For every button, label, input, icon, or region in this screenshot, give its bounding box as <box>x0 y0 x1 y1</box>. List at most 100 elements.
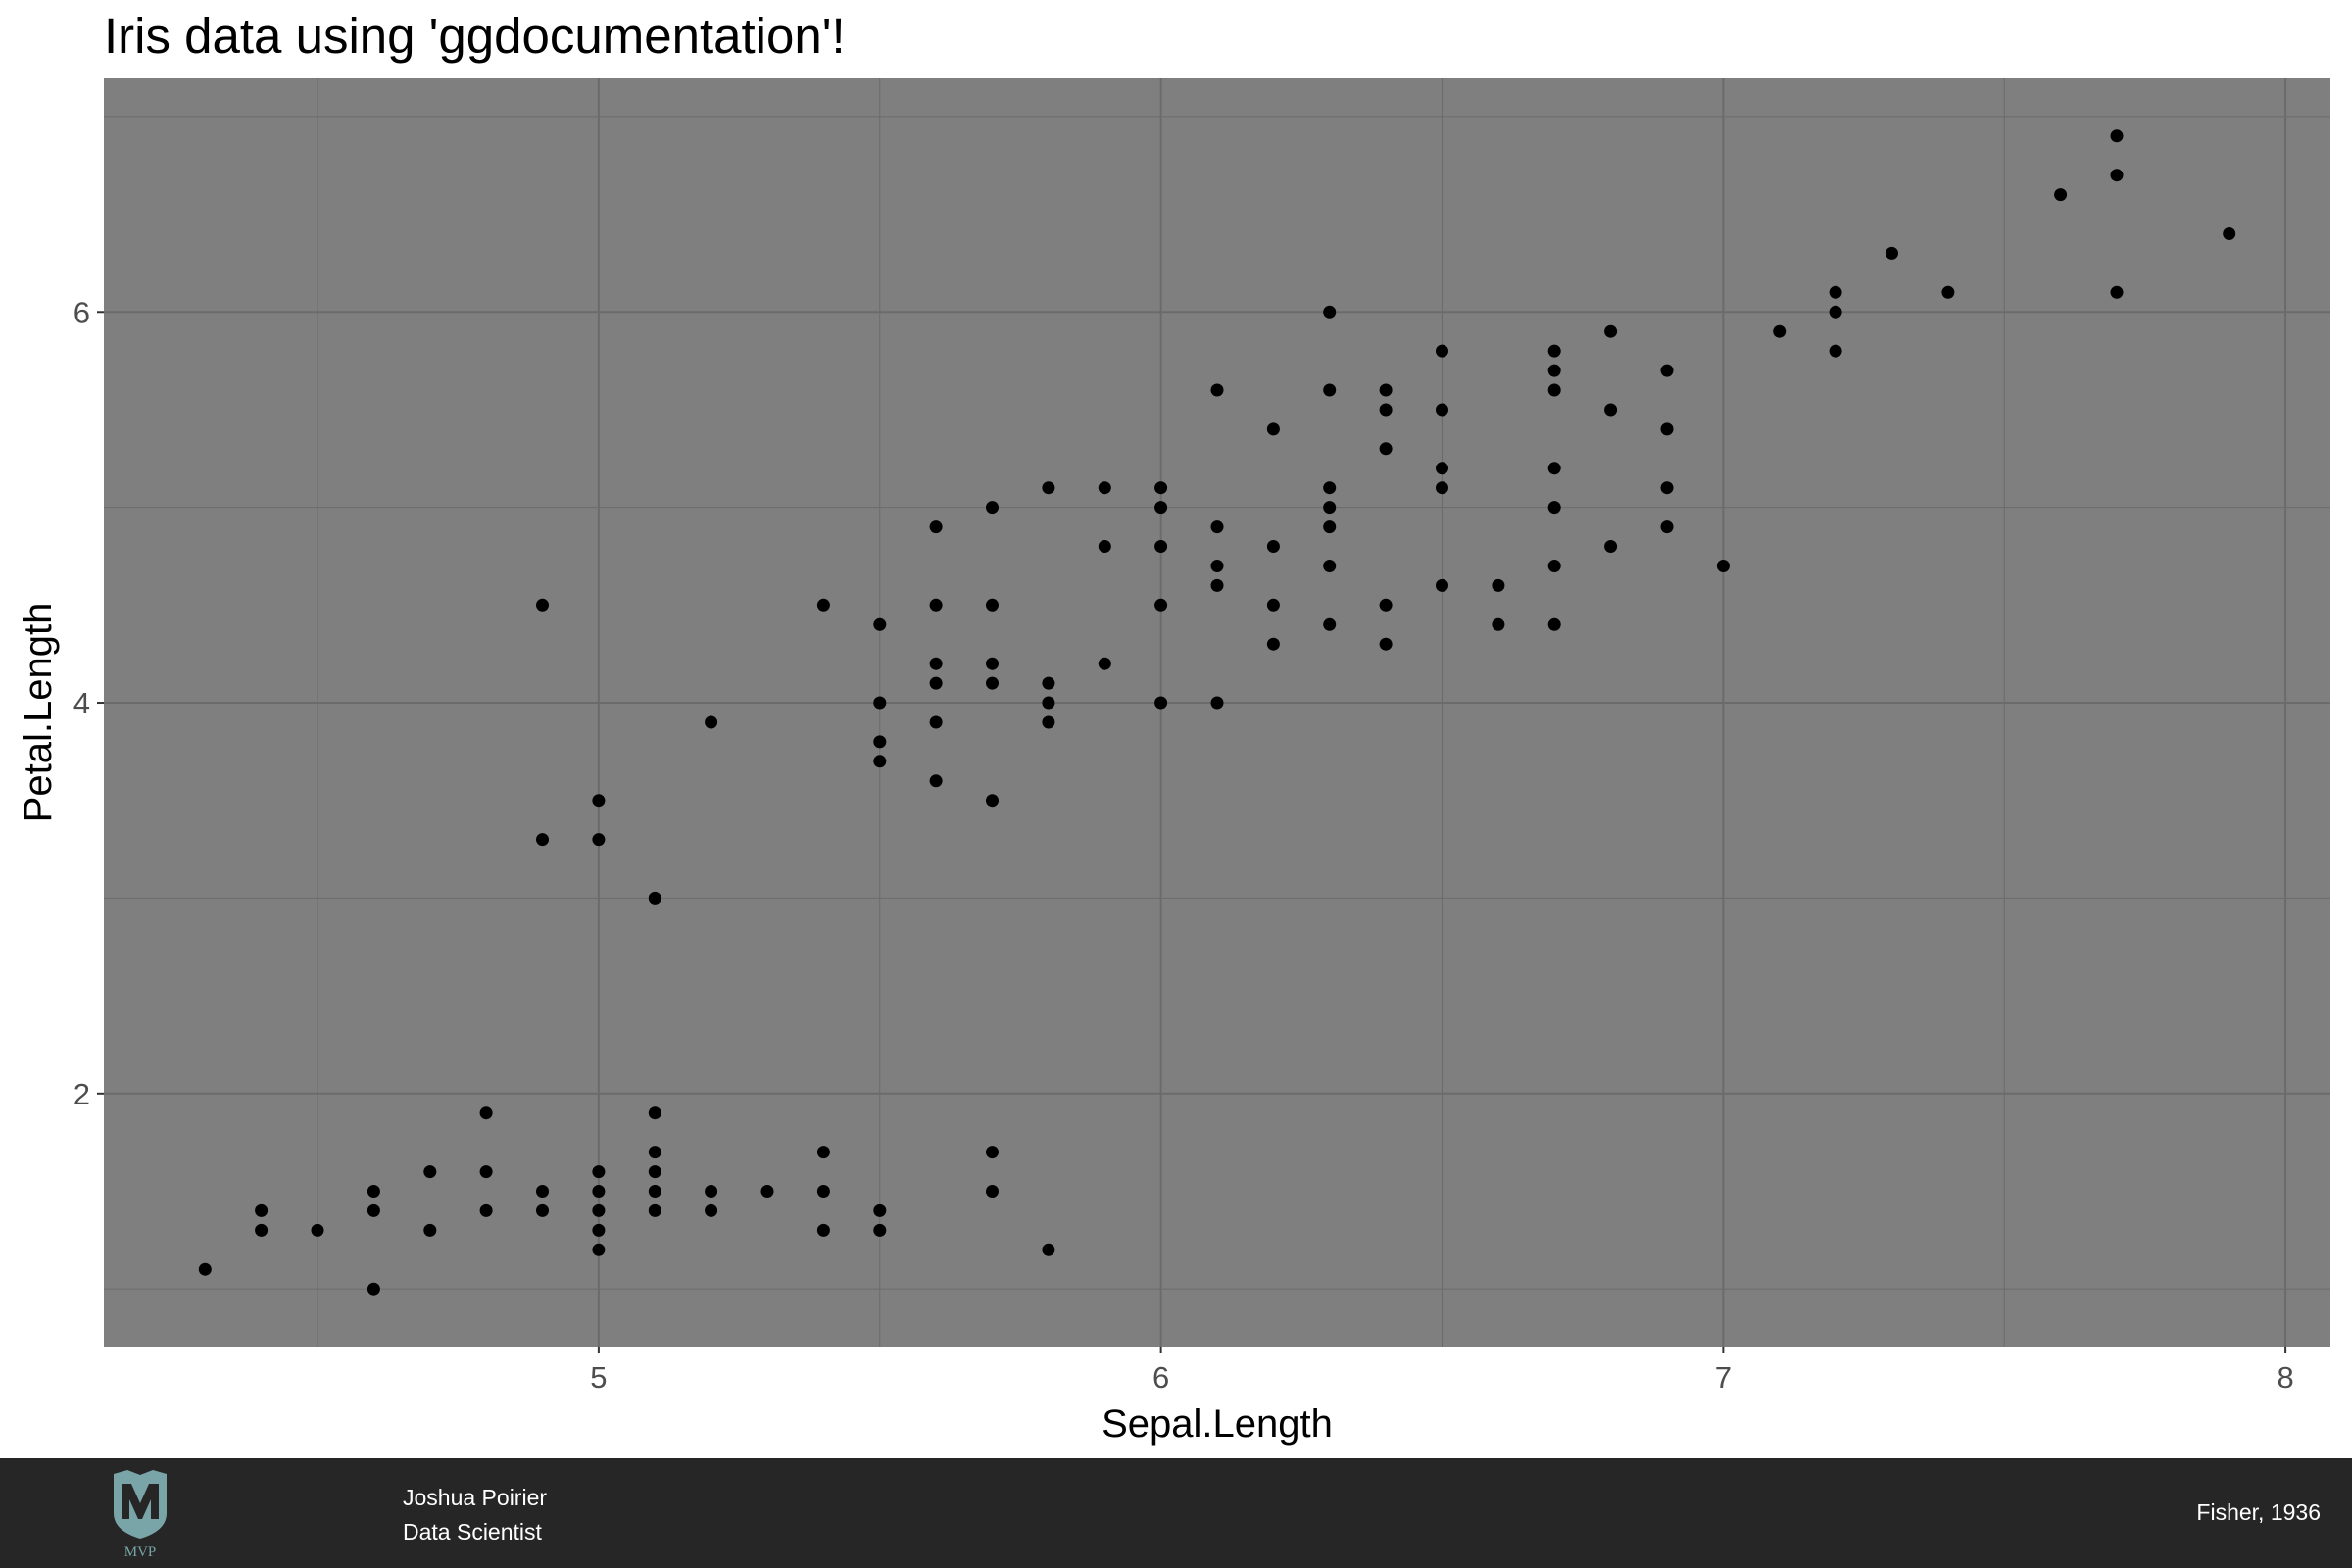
data-point <box>1547 344 1561 358</box>
data-point <box>1436 462 1448 475</box>
data-point <box>255 1223 269 1237</box>
data-point <box>1660 520 1674 534</box>
x-axis-title: Sepal.Length <box>1102 1402 1333 1446</box>
data-point <box>929 774 943 788</box>
data-point <box>1154 501 1168 514</box>
data-point <box>1436 344 1448 358</box>
data-point <box>1042 481 1055 495</box>
data-point <box>1323 560 1337 572</box>
data-point <box>423 1165 437 1179</box>
data-point <box>1492 578 1505 592</box>
data-point <box>873 617 887 631</box>
data-point <box>816 1223 830 1237</box>
data-point <box>2110 169 2124 182</box>
data-point <box>592 1223 606 1237</box>
footer-bar: MVP Joshua Poirier Data Scientist Fisher… <box>0 1458 2352 1568</box>
data-point <box>367 1203 380 1217</box>
data-point <box>986 657 999 670</box>
data-point <box>929 657 943 670</box>
data-point <box>986 794 999 808</box>
data-point <box>1323 501 1337 514</box>
data-point <box>1436 578 1448 592</box>
data-point <box>1547 383 1561 397</box>
data-point <box>986 598 999 612</box>
data-point <box>1379 383 1393 397</box>
author-role: Data Scientist <box>403 1519 542 1544</box>
data-point <box>592 1243 606 1256</box>
data-point <box>986 1146 999 1159</box>
data-point <box>873 735 887 749</box>
data-point <box>592 833 606 847</box>
data-point <box>1042 1243 1055 1256</box>
x-tick-label: 7 <box>1715 1360 1732 1395</box>
data-point <box>1604 324 1618 338</box>
data-point <box>1042 715 1055 729</box>
scatter-chart: Iris data using 'ggdocumentation'! 5 6 7 8 2… <box>17 8 2330 1446</box>
data-point <box>705 1203 718 1217</box>
data-point <box>873 1203 887 1217</box>
data-point <box>816 1146 830 1159</box>
data-point <box>986 1185 999 1198</box>
data-point <box>536 1203 549 1217</box>
data-point <box>2110 285 2124 299</box>
data-point <box>1660 481 1674 495</box>
data-point <box>1886 246 1898 260</box>
data-point <box>705 1185 718 1198</box>
data-point <box>929 598 943 612</box>
data-point <box>423 1223 437 1237</box>
data-point <box>1547 462 1561 475</box>
data-point <box>1660 422 1674 436</box>
data-point <box>592 794 606 808</box>
data-point <box>592 1165 606 1179</box>
data-point <box>1604 540 1618 553</box>
data-point <box>986 676 999 690</box>
data-point <box>1210 520 1224 534</box>
data-point <box>1547 617 1561 631</box>
data-point <box>536 833 549 847</box>
data-point <box>1379 637 1393 651</box>
data-point <box>929 676 943 690</box>
data-point <box>648 1185 662 1198</box>
data-point <box>1098 657 1111 670</box>
data-point <box>1660 364 1674 377</box>
data-point <box>1604 403 1618 416</box>
data-point <box>1210 383 1224 397</box>
data-point <box>760 1185 774 1198</box>
y-tick-label: 2 <box>74 1077 90 1111</box>
data-point <box>986 501 999 514</box>
data-point <box>1098 540 1111 553</box>
data-point <box>479 1165 493 1179</box>
data-point <box>311 1223 324 1237</box>
plot-panel <box>104 78 2330 1347</box>
data-point <box>2110 129 2124 143</box>
x-tick-label: 8 <box>2277 1360 2293 1395</box>
data-points <box>198 129 2236 1296</box>
data-point <box>873 1223 887 1237</box>
data-point <box>648 1146 662 1159</box>
data-point <box>929 715 943 729</box>
data-point <box>1547 501 1561 514</box>
data-point <box>1210 696 1224 710</box>
data-point <box>1547 364 1561 377</box>
data-point <box>873 755 887 768</box>
mvp-shield-logo-icon: MVP <box>114 1470 167 1560</box>
data-point <box>648 1106 662 1120</box>
data-point <box>1266 637 1280 651</box>
data-point <box>1266 422 1280 436</box>
data-point <box>1379 598 1393 612</box>
data-point <box>1492 617 1505 631</box>
author-name: Joshua Poirier <box>403 1485 548 1510</box>
data-point <box>705 715 718 729</box>
data-point <box>479 1203 493 1217</box>
data-point <box>1323 520 1337 534</box>
author-block: Joshua Poirier Data Scientist <box>403 1481 547 1549</box>
data-point <box>1266 598 1280 612</box>
data-point <box>1941 285 1955 299</box>
data-point <box>367 1185 380 1198</box>
data-point <box>1323 617 1337 631</box>
data-point <box>1210 578 1224 592</box>
data-point <box>648 891 662 905</box>
source-citation: Fisher, 1936 <box>2196 1499 2321 1525</box>
data-point <box>1829 344 1842 358</box>
